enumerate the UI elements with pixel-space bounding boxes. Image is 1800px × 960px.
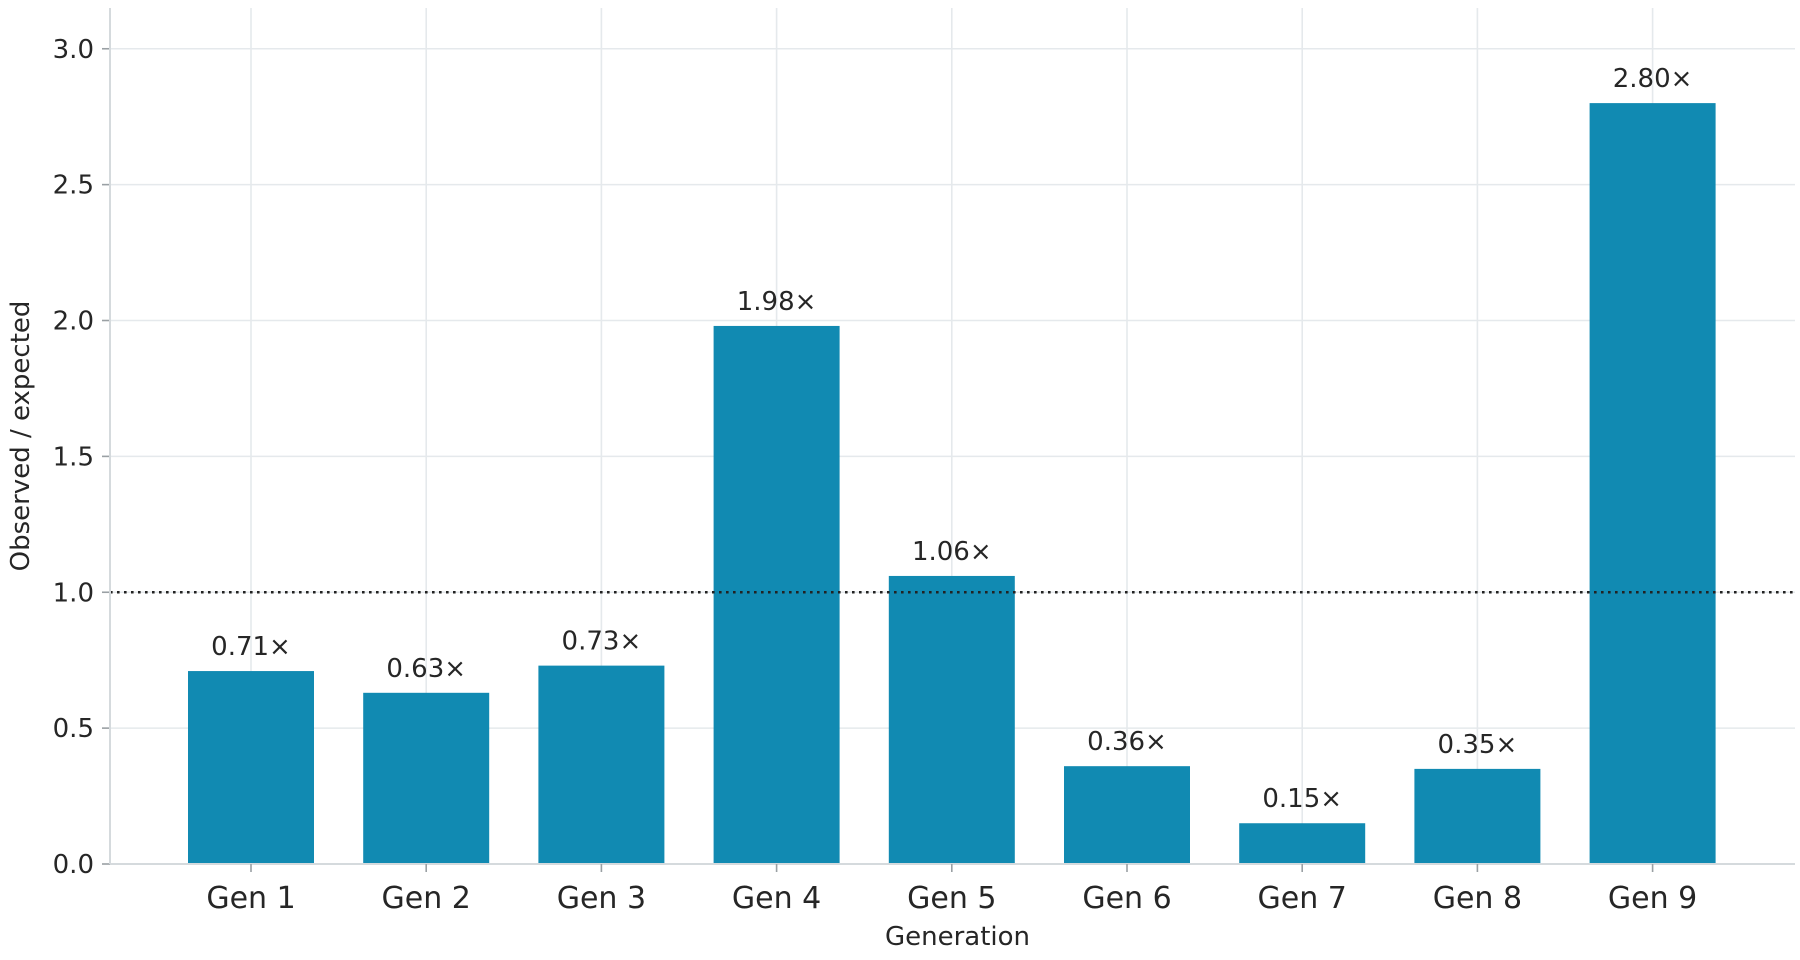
x-tick-label: Gen 2: [382, 881, 471, 916]
bar-gen-4: [713, 325, 840, 864]
bar-gen-5: [888, 575, 1015, 864]
bar-gen-6: [1064, 766, 1190, 864]
x-tick-label: Gen 9: [1608, 881, 1697, 916]
x-tick-label: Gen 5: [907, 881, 996, 916]
bar-value-label: 0.15×: [1262, 784, 1342, 814]
bar-gen-3: [538, 665, 665, 864]
bar-gen-1: [188, 671, 314, 864]
bar-value-label: 0.73×: [562, 627, 642, 657]
bar-gen-8: [1414, 768, 1541, 864]
y-axis-title: Observed / expected: [6, 301, 36, 572]
x-tick-label: Gen 3: [557, 881, 646, 916]
y-tick-label: 1.0: [53, 578, 94, 608]
x-tick-label: Gen 8: [1433, 881, 1522, 916]
bar-value-label: 0.36×: [1087, 727, 1167, 757]
bar-value-label: 0.35×: [1438, 730, 1518, 760]
bar-value-label: 1.06×: [912, 537, 992, 567]
bar-gen-7: [1239, 823, 1366, 864]
y-tick-label: 0.5: [53, 714, 94, 744]
bar-value-label: 2.80×: [1613, 64, 1693, 94]
x-tick-label: Gen 1: [206, 881, 295, 916]
bar-value-label: 0.63×: [386, 654, 466, 684]
x-axis-title: Generation: [885, 922, 1030, 952]
x-tick-label: Gen 6: [1082, 881, 1171, 916]
y-tick-label: 3.0: [53, 35, 94, 65]
bars: [188, 103, 1716, 865]
y-tick-label: 1.5: [53, 442, 94, 472]
axes: 0.0 0.5 1.0 1.5 2.0 2.5 3.0 Gen 1 Gen 2 Gen 3 Gen …: [53, 8, 1795, 916]
x-tick-label: Gen 7: [1258, 881, 1347, 916]
y-tick-label: 0.0: [53, 850, 94, 880]
bar-gen-2: [363, 692, 490, 864]
bar-value-label: 0.71×: [211, 632, 291, 662]
y-tick-label: 2.0: [53, 307, 94, 337]
x-tick-label: Gen 4: [732, 881, 821, 916]
y-tick-label: 2.5: [53, 171, 94, 201]
bar-value-label: 1.98×: [737, 287, 817, 317]
bar-gen-9: [1589, 103, 1716, 865]
bar-value-labels: 0.71× 0.63× 0.73× 1.98× 1.06× 0.36× 0.15× 0.35×…: [211, 64, 1692, 814]
